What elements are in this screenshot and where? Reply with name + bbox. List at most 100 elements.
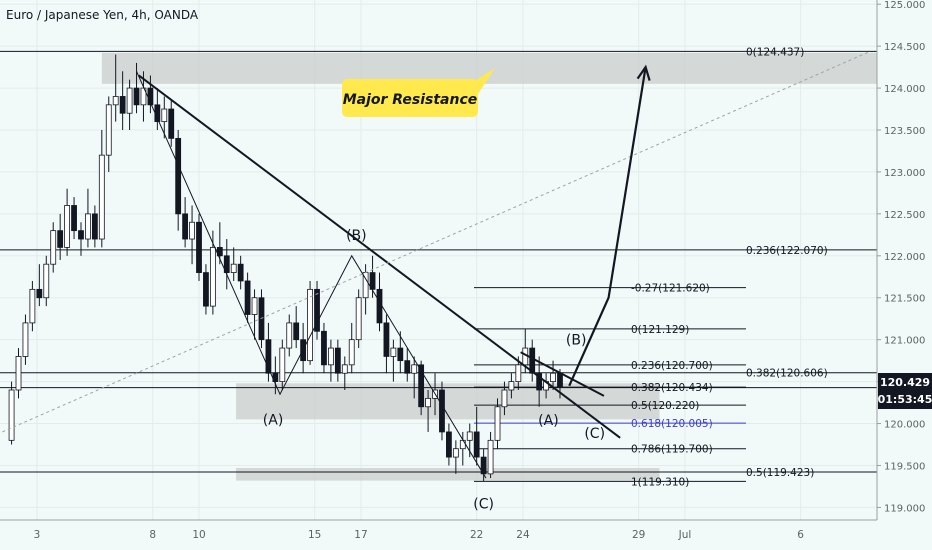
candle-body-9 [71,205,77,232]
candle-body-39 [279,347,286,383]
trendlines [2,50,871,479]
candle-body-71 [501,389,508,408]
candle-body-27 [196,221,202,273]
wave-label-0: (B) [346,228,367,244]
y-tick-label-1: 124.500 [884,42,925,53]
candle-body-53 [376,288,383,324]
projection-path [568,66,647,387]
candle-body-70 [494,406,501,441]
level-label-4: 0.5(119.423) [746,467,814,479]
candle-body-62 [439,389,445,433]
candle-body-6 [50,230,57,265]
candle-body-32 [230,263,237,273]
major-resistance-callout: Major Resistance [342,68,495,117]
candle-body-1 [15,356,22,391]
x-tick-label-5: 22 [470,529,483,541]
trendline-main-downtrend [138,74,621,439]
y-tick-label-12: 119.000 [884,503,925,514]
candle-body-46 [327,347,334,366]
candle-body-2 [22,322,29,357]
y-tick-label-11: 119.500 [884,461,925,472]
candle-body-69 [487,439,494,475]
candle-body-33 [237,263,244,282]
candle-body-50 [355,297,362,341]
candle-body-78 [550,372,556,383]
x-tick-label-6: 24 [516,529,530,541]
candle-body-72 [508,381,515,391]
y-tick-label-3: 123.500 [884,126,925,137]
candle-body-26 [189,221,195,240]
candle-body-49 [348,339,355,366]
callout-text: Major Resistance [343,92,478,108]
candle-body-63 [446,431,452,458]
x-tick-label-4: 17 [354,529,367,541]
level-label-2: 0.382(120.606) [746,368,828,380]
wave-label-2: (C) [473,496,494,512]
candle-body-58 [411,364,418,374]
callout-box [342,79,478,117]
candle-body-57 [404,360,411,374]
candle-body-73 [515,364,522,383]
candle-body-3 [29,288,36,324]
fib-label-2: 0.236(120.700) [631,360,713,372]
y-axis-background [877,0,932,520]
y-tick-label-6: 122.000 [884,252,925,263]
candle-body-28 [203,272,209,307]
y-tick-label-4: 123.000 [884,168,925,179]
x-tick-label-1: 8 [149,529,156,541]
x-axis-ticks: 3 8 10 15 17 22 24 29 Jul 6 [34,529,805,541]
y-axis-ticks: 125.000 124.500 124.000 123.500 123.000 122.5… [877,0,925,514]
candle-body-55 [390,347,397,357]
candle-body-15 [112,96,119,106]
wave-label-1: (A) [263,412,284,428]
trendline-wave-path [136,71,487,479]
candle-body-43 [307,288,313,362]
candle-body-10 [78,230,84,240]
candles [8,54,563,482]
candle-body-13 [98,154,105,240]
chart-title: Euro / Japanese Yen, 4h, OANDA [6,8,199,22]
y-tick-label-10: 120.000 [884,420,925,431]
trendline-channel-top [520,351,605,397]
y-tick-label-0: 125.000 [884,0,925,11]
candle-body-67 [473,431,480,458]
fib-label-5: 0.618(120.005) [631,418,713,430]
y-axis[interactable]: 125.000 124.500 124.000 123.500 123.000 122.5… [876,0,932,520]
x-axis[interactable]: 3 8 10 15 17 22 24 29 Jul 6 [0,519,932,550]
candle-body-30 [216,247,223,257]
price-badge-box [878,373,932,409]
projection-arrow [568,64,651,387]
candle-body-56 [397,347,404,362]
candle-body-5 [43,263,50,299]
candle-body-31 [223,255,230,273]
x-tick-label-0: 3 [34,529,41,541]
candle-body-37 [265,339,272,374]
candle-body-25 [182,213,189,240]
candle-body-64 [452,448,459,458]
wave-labels: (B) (A) (C) (B) (A) (C) [263,228,605,512]
projection-arrowhead [636,64,651,81]
fib-label-6: 0.786(119.700) [631,444,713,456]
y-tick-label-8: 121.000 [884,336,925,347]
x-axis-background [0,520,932,550]
current-price-badge: 120.429 01:53:45 [878,373,932,409]
candle-body-41 [293,322,300,341]
fib-label-0: -0.27(121.620) [631,283,710,295]
candle-body-40 [286,322,293,349]
candle-body-60 [425,397,431,408]
zone-low-zone [236,468,660,481]
candle-body-14 [105,104,112,156]
candle-body-0 [8,389,15,441]
fib-label-4: 0.5(120.220) [631,400,699,412]
wave-label-5: (C) [584,426,605,442]
candle-body-48 [341,364,348,374]
fib-label-1: 0(121.129) [631,324,689,336]
candle-body-76 [536,372,543,391]
fib-label-3: 0.382(120.434) [631,382,713,394]
y-tick-label-5: 122.500 [884,210,925,221]
horizontal-levels: 0(124.437) 0.236(122.070) 0.382(120.606) 0.… [0,46,877,479]
candle-body-7 [57,230,64,248]
candle-body-24 [175,137,182,215]
candle-body-12 [91,213,98,240]
